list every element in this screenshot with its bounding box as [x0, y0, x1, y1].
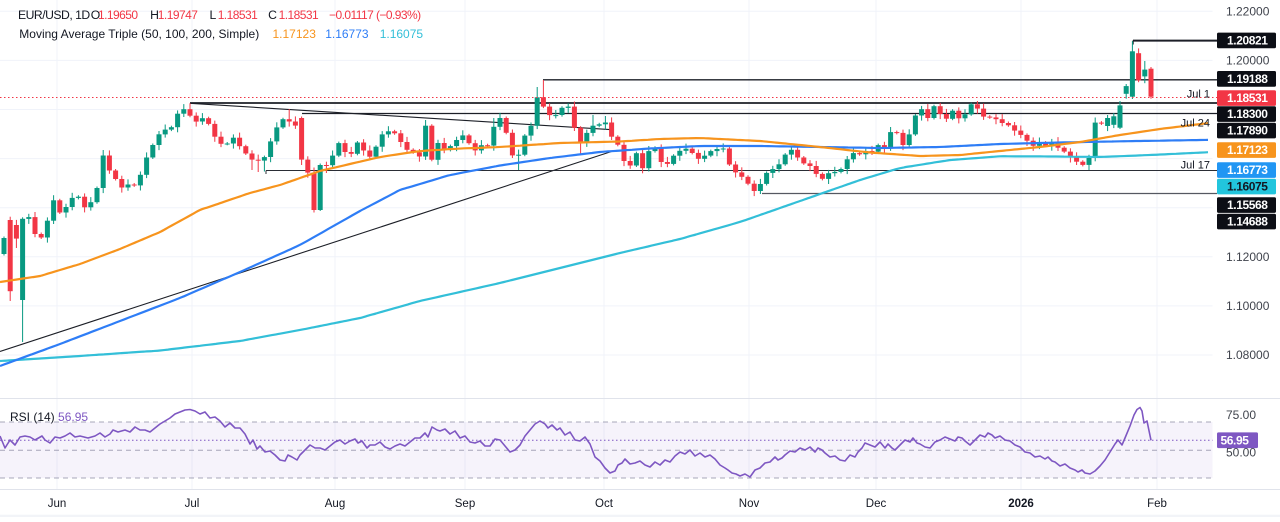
svg-text:1.19650: 1.19650 [98, 8, 138, 22]
svg-text:1.18531: 1.18531 [1227, 91, 1268, 105]
svg-text:Sep: Sep [455, 498, 475, 510]
svg-text:Oct: Oct [595, 498, 614, 510]
svg-text:EUR/USD, 1D: EUR/USD, 1D [18, 8, 90, 22]
svg-text:L: L [210, 8, 217, 22]
svg-text:50.00: 50.00 [1226, 445, 1256, 459]
svg-text:Aug: Aug [325, 498, 345, 510]
svg-text:56.95: 56.95 [1221, 434, 1250, 448]
svg-text:1.16773: 1.16773 [325, 27, 369, 41]
svg-text:Feb: Feb [1147, 498, 1167, 510]
svg-text:Nov: Nov [739, 498, 760, 510]
svg-text:75.00: 75.00 [1226, 408, 1256, 422]
svg-text:C: C [268, 8, 277, 22]
svg-text:Moving Average Triple (50, 100: Moving Average Triple (50, 100, 200, Sim… [19, 27, 259, 41]
svg-text:1.15568: 1.15568 [1227, 198, 1268, 212]
svg-text:1.10000: 1.10000 [1226, 299, 1270, 313]
svg-text:Jul 17: Jul 17 [1181, 160, 1210, 172]
svg-text:1.12000: 1.12000 [1226, 250, 1270, 264]
svg-text:Jul 1: Jul 1 [1187, 89, 1210, 101]
svg-text:1.16773: 1.16773 [1227, 163, 1268, 177]
svg-text:1.16075: 1.16075 [1227, 180, 1268, 194]
svg-text:Jun: Jun [48, 498, 67, 510]
svg-text:H: H [150, 8, 158, 22]
svg-text:Jul 24: Jul 24 [1181, 117, 1210, 129]
svg-text:1.17123: 1.17123 [273, 27, 317, 41]
svg-text:1.18300: 1.18300 [1227, 107, 1268, 121]
svg-text:2026: 2026 [1008, 498, 1034, 510]
svg-text:Jul: Jul [185, 498, 200, 510]
svg-text:1.18531: 1.18531 [279, 8, 319, 22]
svg-text:1.19747: 1.19747 [158, 8, 198, 22]
svg-text:1.19188: 1.19188 [1227, 72, 1268, 86]
svg-text:1.17123: 1.17123 [1227, 143, 1268, 157]
svg-text:1.17890: 1.17890 [1227, 124, 1268, 138]
svg-text:RSI (14) 56.95: RSI (14) 56.95 [10, 410, 88, 424]
svg-text:−0.01117 (−0.93%): −0.01117 (−0.93%) [329, 8, 421, 22]
svg-text:Dec: Dec [866, 498, 887, 510]
svg-text:O: O [91, 8, 100, 22]
svg-text:1.18531: 1.18531 [218, 8, 258, 22]
svg-text:1.08000: 1.08000 [1226, 348, 1270, 362]
svg-text:1.16075: 1.16075 [380, 27, 424, 41]
svg-text:1.14688: 1.14688 [1227, 215, 1268, 229]
svg-text:1.22000: 1.22000 [1226, 5, 1270, 19]
svg-text:1.20000: 1.20000 [1226, 54, 1270, 68]
svg-text:1.20821: 1.20821 [1227, 34, 1268, 48]
